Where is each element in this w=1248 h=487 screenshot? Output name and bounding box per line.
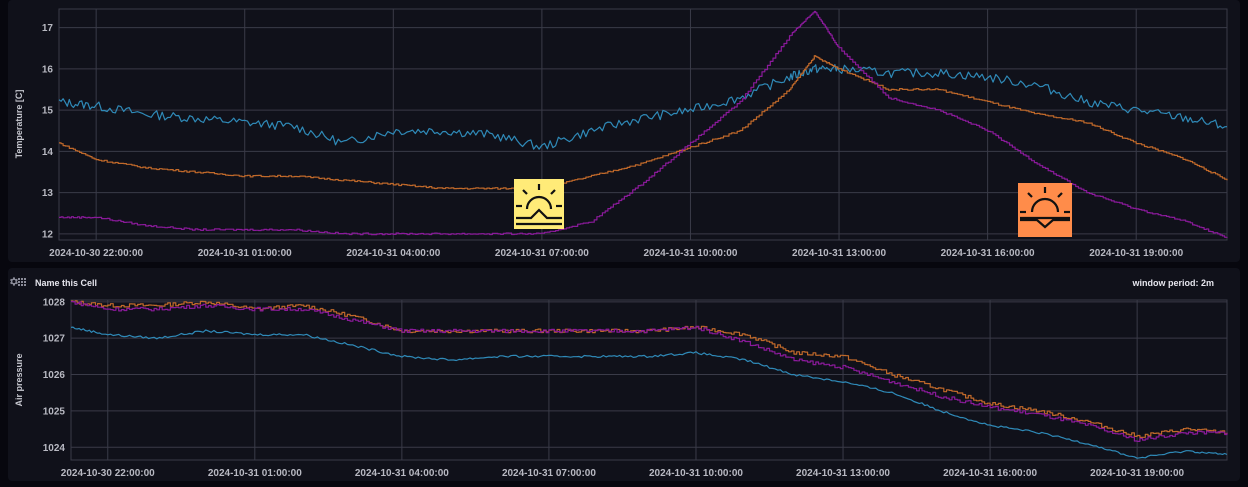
x-tick-label: 2024-10-31 10:00:00 (649, 468, 743, 479)
y-tick-label: 16 (42, 64, 54, 75)
series-blue-line[interactable] (70, 326, 1228, 459)
window-period-label: window period: 2m (1132, 278, 1214, 288)
pressure-cell: Name this Cell window period: 2m 1024 102… (8, 268, 1240, 481)
x-tick-label: 2024-10-31 19:00:00 (1089, 248, 1183, 259)
drag-handle-icon[interactable] (18, 278, 26, 286)
x-tick-label: 2024-10-30 22:00:00 (49, 248, 143, 259)
temperature-chart[interactable]: 12 13 14 15 16 17 2024-10-30 22:00:00 2024-10-3… (8, 0, 1240, 262)
y-tick-label: 1028 (43, 297, 66, 308)
x-tick-label: 2024-10-31 16:00:00 (943, 468, 1037, 479)
x-tick-label: 2024-10-31 04:00:00 (346, 248, 440, 259)
cell-header: Name this Cell window period: 2m (8, 268, 1240, 292)
cell-title[interactable]: Name this Cell (35, 278, 98, 288)
y-tick-label: 1024 (43, 443, 66, 454)
temperature-cell: 12 13 14 15 16 17 2024-10-30 22:00:00 2024-10-3… (8, 0, 1240, 262)
series-orange-line[interactable] (71, 300, 1228, 438)
y-tick-label: 1025 (43, 406, 66, 417)
x-tick-label: 2024-10-31 01:00:00 (208, 468, 302, 479)
series-orange-line[interactable] (59, 55, 1228, 190)
y-tick-label: 1027 (43, 334, 66, 345)
x-tick-label: 2024-10-31 13:00:00 (796, 468, 890, 479)
y-tick-label: 13 (42, 188, 54, 199)
gear-icon[interactable] (8, 276, 19, 287)
x-tick-label: 2024-10-31 07:00:00 (502, 468, 596, 479)
sunset-annotation[interactable] (1018, 183, 1072, 237)
sunrise-annotation[interactable] (514, 179, 564, 229)
x-tick-label: 2024-10-31 04:00:00 (355, 468, 449, 479)
sunset-icon (1018, 183, 1072, 237)
y-tick-label: 1026 (43, 370, 66, 381)
sunrise-icon (514, 179, 564, 229)
y-axis-label: Temperature [C] (14, 90, 24, 159)
y-tick-label: 14 (42, 147, 54, 158)
x-tick-label: 2024-10-31 13:00:00 (792, 248, 886, 259)
y-tick-label: 15 (42, 106, 54, 117)
y-tick-label: 12 (42, 229, 54, 240)
pressure-chart[interactable]: 1024 1025 1026 1027 1028 2024-10-30 22:00:00 2… (8, 268, 1240, 481)
x-tick-label: 2024-10-31 10:00:00 (643, 248, 737, 259)
x-tick-label: 2024-10-31 07:00:00 (495, 248, 589, 259)
series-purple-line[interactable] (71, 300, 1228, 442)
y-axis-label: Air pressure (14, 353, 24, 406)
x-tick-label: 2024-10-30 22:00:00 (61, 468, 155, 479)
x-tick-label: 2024-10-31 01:00:00 (198, 248, 292, 259)
y-tick-label: 17 (42, 23, 54, 34)
x-tick-label: 2024-10-31 19:00:00 (1090, 468, 1184, 479)
series-purple-line[interactable] (59, 10, 1228, 238)
series-blue-line[interactable] (58, 63, 1228, 150)
x-tick-label: 2024-10-31 16:00:00 (941, 248, 1035, 259)
